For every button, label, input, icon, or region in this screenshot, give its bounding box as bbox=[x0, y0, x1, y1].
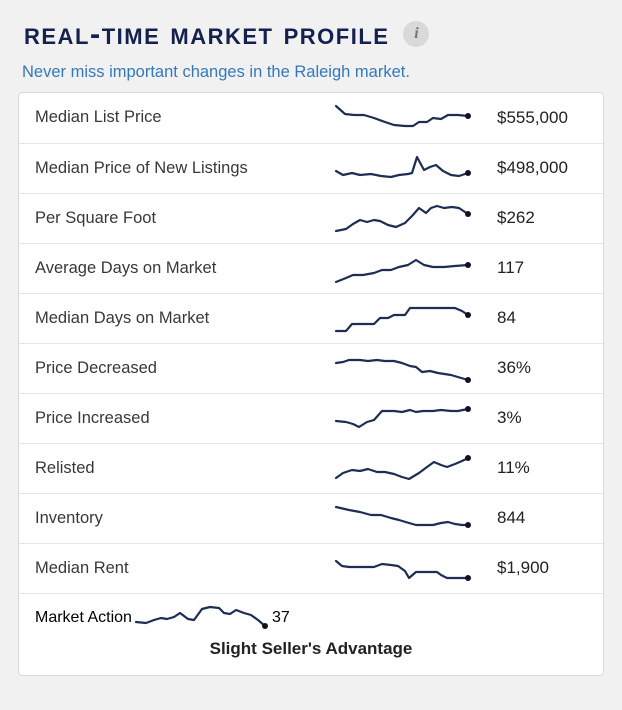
metric-value: 36% bbox=[497, 358, 532, 378]
market-action-status: Slight Seller's Advantage bbox=[209, 638, 413, 658]
metric-value: 117 bbox=[497, 258, 525, 278]
sparkline-chart bbox=[327, 101, 477, 135]
info-icon[interactable]: i bbox=[403, 21, 430, 48]
sparkline-chart bbox=[132, 599, 272, 638]
market-profile-widget: Real-Time Market Profile i Never miss im… bbox=[18, 14, 604, 676]
metric-row-median-days-on-market: Median Days on Market 84 bbox=[19, 292, 603, 343]
metric-label: Median List Price bbox=[35, 108, 162, 127]
metric-value: 844 bbox=[497, 508, 526, 528]
sparkline-chart bbox=[327, 351, 477, 385]
sparkline-chart bbox=[327, 401, 477, 435]
widget-header: Real-Time Market Profile i bbox=[18, 14, 604, 61]
metric-value: $498,000 bbox=[497, 158, 568, 178]
metric-value: 3% bbox=[497, 408, 522, 428]
metric-row-per-square-foot: Per Square Foot $262 bbox=[19, 192, 603, 243]
sparkline-chart bbox=[327, 151, 477, 185]
metric-label: Average Days on Market bbox=[35, 258, 217, 277]
page-title: Real-Time Market Profile bbox=[24, 16, 390, 51]
card-footer: Slight Seller's Advantage bbox=[19, 639, 603, 675]
metric-value: $262 bbox=[497, 208, 535, 228]
metric-value: $555,000 bbox=[497, 107, 568, 127]
metric-row-relisted: Relisted 11% bbox=[19, 442, 603, 493]
metric-row-market-action: Market Action 37 bbox=[19, 592, 603, 639]
sparkline-chart bbox=[327, 201, 477, 235]
metric-value: 37 bbox=[271, 609, 290, 627]
market-profile-card: Median List Price $555,000 Median Price … bbox=[18, 91, 604, 676]
metric-label: Price Increased bbox=[35, 408, 150, 427]
metric-row-median-list-price: Median List Price $555,000 bbox=[19, 93, 603, 143]
sparkline-chart bbox=[327, 301, 477, 335]
metric-row-average-days-on-market: Average Days on Market 117 bbox=[19, 242, 603, 293]
metric-value: $1,900 bbox=[497, 558, 549, 578]
metric-label: Median Price of New Listings bbox=[35, 158, 248, 177]
metric-row-price-increased: Price Increased 3% bbox=[19, 392, 603, 443]
metric-value: 11% bbox=[497, 458, 530, 478]
metric-row-median-price-new-listings: Median Price of New Listings $498,000 bbox=[19, 142, 603, 193]
metric-label: Median Days on Market bbox=[35, 308, 210, 327]
metric-row-inventory: Inventory 844 bbox=[19, 492, 603, 543]
widget-subtitle: Never miss important changes in the Rale… bbox=[22, 62, 410, 81]
metric-label: Median Rent bbox=[35, 558, 129, 577]
metric-label: Per Square Foot bbox=[35, 208, 157, 227]
metric-label: Relisted bbox=[35, 458, 95, 477]
sparkline-chart bbox=[327, 501, 477, 535]
sparkline-chart bbox=[327, 251, 477, 285]
metric-label: Market Action bbox=[35, 609, 132, 627]
metric-value: 84 bbox=[497, 308, 516, 328]
metric-row-price-decreased: Price Decreased 36% bbox=[19, 342, 603, 393]
metric-label: Price Decreased bbox=[35, 358, 157, 377]
metric-row-median-rent: Median Rent $1,900 bbox=[19, 542, 603, 593]
sparkline-chart bbox=[327, 551, 477, 585]
sparkline-chart bbox=[327, 451, 477, 485]
metric-label: Inventory bbox=[35, 508, 103, 527]
